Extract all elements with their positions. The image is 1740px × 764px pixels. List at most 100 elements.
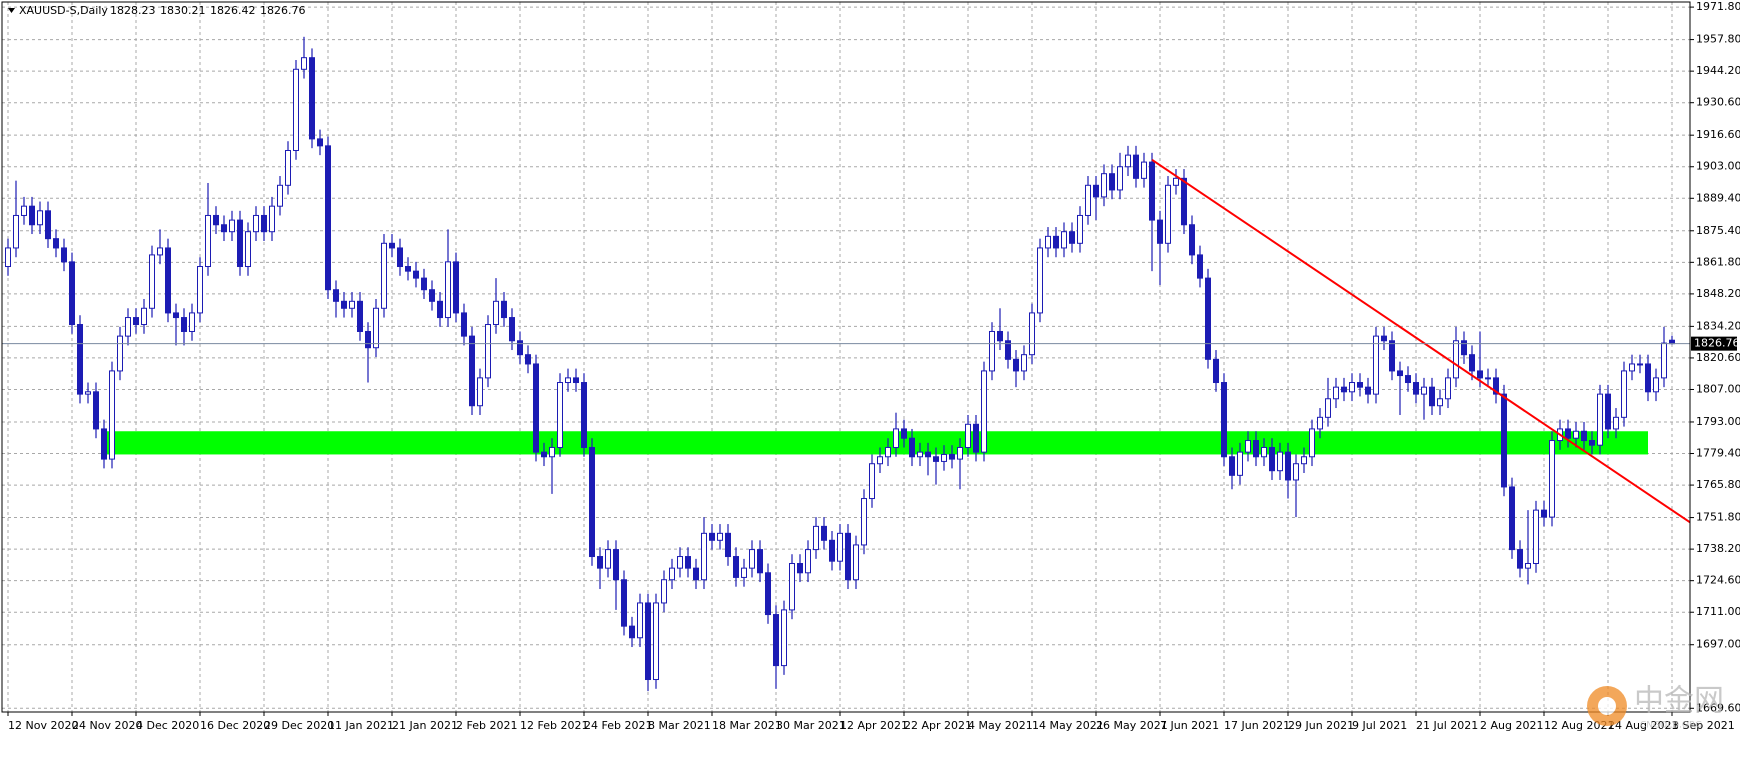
candle (613, 540, 619, 610)
candle (1149, 152, 1155, 272)
candle-body (853, 544, 859, 581)
candle (981, 361, 987, 462)
candle (1413, 373, 1419, 404)
candle-body (1021, 354, 1027, 372)
candle-body (325, 145, 331, 291)
candle-body (301, 57, 307, 70)
candle-body (1093, 184, 1099, 198)
candle-body (1397, 370, 1403, 377)
candle-body (669, 567, 675, 581)
candle (221, 215, 227, 241)
candle (645, 593, 651, 692)
overlay (2, 158, 1690, 524)
candle-body (1205, 277, 1211, 360)
candle (549, 438, 555, 494)
candle-body (885, 446, 891, 458)
y-tick-label: 1779.40 (1696, 447, 1740, 460)
candle (21, 196, 27, 225)
candle (517, 331, 523, 364)
candle-body (253, 214, 259, 233)
candle (213, 206, 219, 235)
candle-body (1293, 463, 1299, 481)
candle (1365, 377, 1371, 404)
x-tick-label: 12 Feb 2021 (520, 719, 588, 732)
candle (229, 210, 235, 241)
candle (853, 535, 859, 590)
candle-body (357, 300, 363, 332)
candle (133, 308, 139, 334)
candle (1045, 227, 1051, 258)
candle (1373, 326, 1379, 404)
candle-body (349, 300, 355, 309)
candle-body (221, 224, 227, 233)
candle-body (805, 549, 811, 574)
candle-body (973, 423, 979, 453)
candle-body (85, 391, 91, 395)
candle (85, 382, 91, 404)
candle-body (797, 563, 803, 574)
candle (1605, 384, 1611, 439)
candle-body (381, 242, 387, 309)
candle-body (1413, 382, 1419, 395)
y-tick-label: 1724.60 (1696, 574, 1740, 587)
candle (701, 517, 707, 590)
candle-body (917, 451, 923, 458)
candle-body (181, 317, 187, 332)
y-tick-label: 1957.80 (1696, 33, 1740, 46)
x-tick-label: 24 Aug 2021 (1608, 719, 1678, 732)
candle (1037, 238, 1043, 323)
candle-body (685, 556, 691, 569)
candle-body (21, 205, 27, 216)
candle-body (661, 579, 667, 604)
candle (973, 415, 979, 462)
candle (1165, 176, 1171, 253)
candle-body (1069, 231, 1075, 244)
candle-body (277, 184, 283, 207)
symbol-title: XAUUSD-S,Daily (19, 4, 108, 17)
candle-body (901, 428, 907, 439)
candle (989, 322, 995, 381)
candle (589, 438, 595, 566)
candle (349, 292, 355, 318)
candle (1285, 442, 1291, 499)
candle-body (1117, 166, 1123, 191)
candle (565, 368, 571, 392)
candle (1509, 477, 1515, 559)
candle (277, 176, 283, 216)
candle-body (989, 330, 995, 372)
candle (749, 540, 755, 578)
candle (1525, 510, 1531, 585)
candle-body (477, 377, 483, 407)
candle-body (565, 377, 571, 384)
candle (29, 196, 35, 235)
candle (1317, 408, 1323, 439)
y-tick-label: 1751.80 (1696, 511, 1740, 524)
candle-body (653, 602, 659, 681)
candle-body (133, 317, 139, 326)
candle (1157, 210, 1163, 286)
candle-body (53, 238, 59, 249)
candle-body (245, 231, 251, 268)
candle-body (1389, 340, 1395, 372)
trendline (1151, 158, 1690, 524)
y-tick-label: 1971.80 (1696, 0, 1740, 13)
candle-body (125, 317, 131, 337)
candle-body (1589, 440, 1595, 446)
x-tick-label: 7 Jun 2021 (1160, 719, 1219, 732)
candle (301, 36, 307, 79)
candle-body (421, 277, 427, 291)
candle (1029, 303, 1035, 364)
candle (1125, 145, 1131, 177)
candle-body (341, 300, 347, 309)
candle-body (605, 549, 611, 569)
candle-body (389, 242, 395, 249)
candle (685, 547, 691, 578)
candle (1197, 245, 1203, 288)
candle-body (1165, 184, 1171, 244)
candle-body (29, 205, 35, 226)
candle-body (1189, 224, 1195, 256)
candle-body (741, 567, 747, 578)
y-tick-label: 1944.20 (1696, 64, 1740, 77)
candle (1053, 227, 1059, 258)
candle-body (1533, 509, 1539, 565)
